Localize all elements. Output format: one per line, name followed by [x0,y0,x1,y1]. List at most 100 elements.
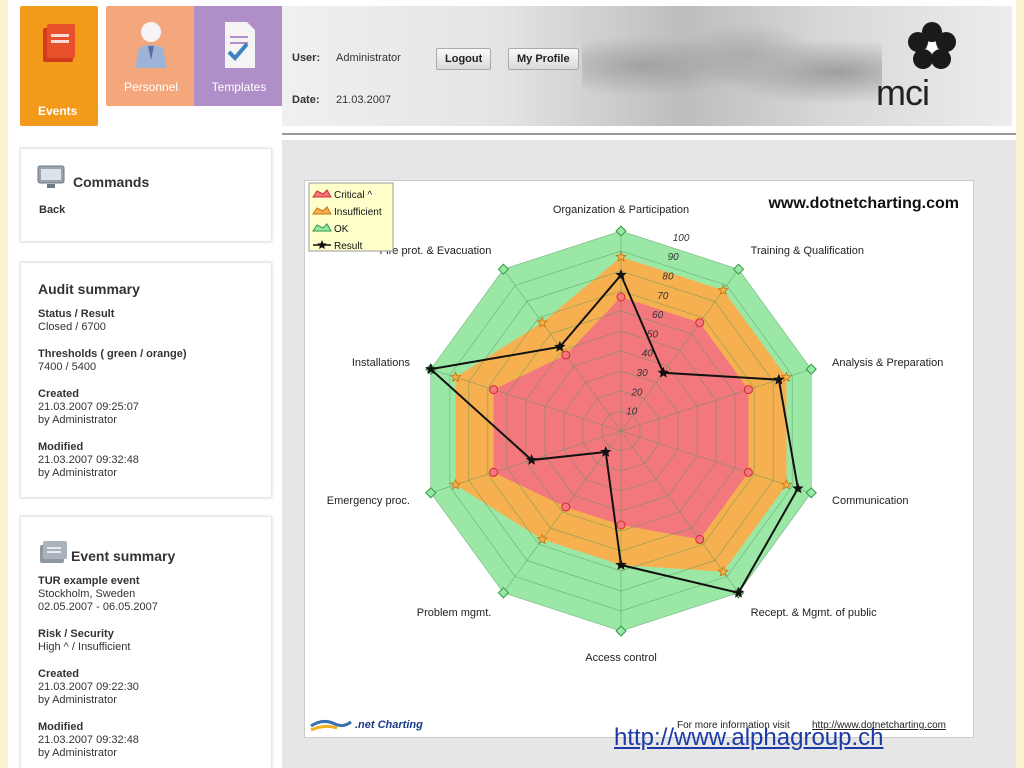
tab-personnel-label: Personnel [123,80,179,94]
category-label: Training & Qualification [751,245,864,257]
tick-label: 20 [630,387,643,398]
grid-spoke [430,368,622,432]
insufficient-point [615,250,627,262]
event-dates: 02.05.2007 - 06.05.2007 [38,601,158,613]
category-label: Emergency proc. [327,495,410,507]
ok-point [425,487,437,499]
event-modified-date: 21.03.2007 09:32:48 [38,734,139,746]
header-divider [282,133,1016,135]
radar-chart: 10 20 30 40 50 60 70 80 90 100 Organization & Part… [308,182,959,664]
category-label: Analysis & Preparation [832,357,943,369]
critical-point [695,534,705,544]
visit-link[interactable]: http://www.dotnetcharting.com [812,720,946,731]
critical-point [561,502,571,512]
tick-label: 80 [662,271,674,282]
header-banner [282,6,1012,126]
event-details: TUR example event Stockholm, Sweden 02.0… [38,575,158,760]
category-label: Communication [832,495,908,507]
audit-created-label: Created [38,388,79,400]
tick-label: 40 [642,349,654,360]
banner-photo [582,6,882,126]
result-point [657,366,669,378]
event-summary-panel: Event summary TUR example event Stockhol… [20,516,272,768]
commands-title: Commands [73,174,150,190]
tick-label: 100 [673,233,690,244]
audit-created-by: by Administrator [38,414,117,426]
event-summary-title: Event summary [71,548,176,564]
audit-details: Status / Result Closed / 6700 Thresholds… [38,308,187,480]
event-created-by: by Administrator [38,694,117,706]
tick-label: 70 [657,291,669,302]
critical-point [489,467,499,477]
critical-point [561,350,571,360]
chart-watermark: www.dotnetcharting.com [767,195,959,212]
tick-label: 30 [637,368,649,379]
insufficient-point [717,565,730,577]
top-bar: Events Personnel Templates User: Adminis… [8,0,1016,128]
result-point [600,446,612,457]
category-label: Fire prot. & Evacuation [379,245,491,257]
category-label: Problem mgmt. [417,607,492,619]
result-point [425,363,437,375]
critical-point [695,318,705,328]
critical-point [616,520,626,530]
tick-label: 90 [668,252,680,263]
tab-events-label: Events [38,104,78,118]
result-point [615,559,627,570]
tab-templates[interactable]: Templates [194,6,284,106]
result-point [732,586,745,598]
my-profile-button[interactable]: My Profile [508,48,579,70]
event-modified-by: by Administrator [38,747,117,759]
audit-created-date: 21.03.2007 09:25:07 [38,401,139,413]
folder-icon [40,541,67,563]
ok-point [497,587,510,599]
commands-panel: Commands Back [20,148,272,242]
legend-label: Result [334,241,363,252]
audit-modified-by: by Administrator [38,467,117,479]
insufficient-point [780,478,793,490]
result-point [615,269,627,280]
critical-point [743,385,753,395]
legend-swatch-star [317,240,327,249]
critical-point [489,385,499,395]
tick-label: 60 [652,310,664,321]
category-label: Organization & Participation [553,204,689,216]
mci-logo-text: mci [876,72,930,113]
audit-summary-panel: Audit summary Status / Result Closed / 6… [20,262,272,498]
result-point [525,454,538,465]
event-modified-label: Modified [38,721,84,733]
app-frame: Events Personnel Templates User: Adminis… [8,0,1016,768]
flower-logo-icon [908,22,956,69]
insufficient-point [536,533,549,545]
monitor-icon [37,165,65,188]
legend-label: OK [334,224,349,235]
tab-templates-label: Templates [211,80,267,94]
legend-label: Critical ^ [334,190,372,201]
grid-spoke [430,430,622,494]
audit-summary-title: Audit summary [38,281,140,297]
event-location: Stockholm, Sweden [38,588,136,600]
alphagroup-link[interactable]: http://www.alphagroup.ch [614,724,884,751]
logout-button[interactable]: Logout [436,48,492,70]
user-label: User: [292,52,321,64]
risk-value: High ^ / Insufficient [38,641,131,653]
tab-events[interactable]: Events [20,6,98,126]
audit-modified-date: 21.03.2007 09:32:48 [38,454,139,466]
thresholds-value: 7400 / 5400 [38,361,97,373]
result-point [554,340,566,352]
chart-footer: .net Charting For more information visit… [304,715,974,738]
category-label: Access control [585,652,657,664]
back-link[interactable]: Back [39,204,66,216]
legend-swatch [312,206,332,215]
audit-modified-label: Modified [38,441,84,453]
visit-text: For more information visit [677,720,790,731]
ok-point [615,625,627,637]
critical-point [743,467,753,477]
tab-personnel[interactable]: Personnel [106,6,196,106]
grid-spoke [620,430,812,494]
tick-label: 10 [626,407,638,418]
event-created-label: Created [38,668,79,680]
insufficient-point [536,316,549,328]
insufficient-point [449,478,462,490]
dotnetcharting-brand: .net Charting [355,719,423,731]
